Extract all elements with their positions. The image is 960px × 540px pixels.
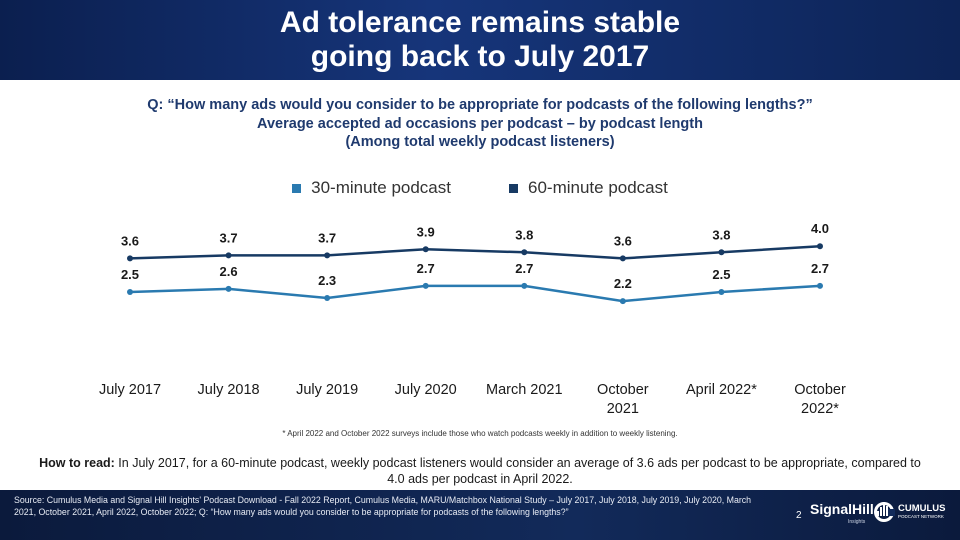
title-banner: Ad tolerance remains stable going back t…	[0, 0, 960, 80]
data-label-s1-7: 4.0	[811, 221, 829, 236]
data-point-s1-1	[225, 252, 232, 259]
data-label-s1-3: 3.9	[417, 224, 435, 239]
page-title-line-2: going back to July 2017	[310, 40, 650, 73]
x-tick-label-4: March 2021	[486, 382, 563, 398]
series-line-1	[129, 244, 821, 260]
x-tick-label-0: July 2017	[99, 382, 161, 398]
data-point-s0-7	[817, 282, 823, 289]
legend-label-30-minute: 30-minute podcast	[311, 178, 451, 197]
data-point-s0-6	[718, 288, 725, 295]
how-to-read-text: In July 2017, for a 60-minute podcast, w…	[114, 456, 921, 486]
chart-legend: 30-minute podcast 60-minute podcast	[0, 178, 960, 198]
survey-footnote: * April 2022 and October 2022 surveys in…	[282, 429, 678, 438]
cumulus-c-icon	[874, 502, 895, 522]
x-tick-label-3: July 2020	[395, 382, 457, 398]
signal-hill-wordmark: SignalHill	[810, 501, 874, 517]
data-label-s0-0: 2.5	[121, 267, 139, 282]
data-label-s0-1: 2.6	[220, 264, 238, 279]
data-point-s1-4	[521, 249, 528, 256]
data-label-s1-6: 3.8	[712, 227, 730, 242]
data-label-s0-7: 2.7	[811, 261, 829, 276]
footer-bar: Source: Cumulus Media and Signal Hill In…	[0, 490, 960, 540]
question-subtitle: Average accepted ad occasions per podcas…	[257, 115, 703, 132]
source-citation: Source: Cumulus Media and Signal Hill In…	[14, 495, 752, 517]
data-label-s0-6: 2.5	[712, 267, 730, 282]
x-tick-label-7: October 2022*	[794, 382, 846, 417]
data-point-s1-3	[422, 246, 429, 253]
data-point-s1-5	[619, 255, 626, 262]
signal-hill-sub: Insights	[848, 519, 866, 525]
data-point-s1-0	[127, 255, 133, 262]
data-point-s0-5	[619, 298, 626, 305]
data-point-s0-3	[422, 282, 429, 289]
question-text: Q: “How many ads would you consider to b…	[147, 97, 813, 113]
data-point-s0-1	[225, 285, 232, 292]
series-line-0	[129, 284, 821, 303]
x-tick-label-5: October 2021	[597, 382, 649, 417]
data-point-s0-4	[521, 282, 528, 289]
data-label-s0-4: 2.7	[515, 261, 533, 276]
data-point-s0-2	[324, 295, 331, 302]
legend-item-30-minute: 30-minute podcast	[292, 178, 451, 198]
x-tick-label-6: April 2022*	[686, 382, 757, 398]
data-label-s1-1: 3.7	[220, 230, 238, 245]
data-label-s1-5: 3.6	[614, 233, 632, 248]
data-label-s1-0: 3.6	[121, 233, 139, 248]
legend-item-60-minute: 60-minute podcast	[509, 178, 668, 198]
data-label-s0-2: 2.3	[318, 273, 336, 288]
cumulus-sub: PODCAST NETWORK	[898, 514, 944, 519]
data-point-s1-7	[817, 243, 823, 250]
data-label-s1-4: 3.8	[515, 227, 533, 242]
data-label-s0-3: 2.7	[417, 261, 435, 276]
data-label-s0-5: 2.2	[614, 276, 632, 291]
line-chart: 2.5 2.6 2.3 2.7 2.7 2.2 2.5 2.7 3.6 3.7 3.7 3.9 3.8 3…	[99, 221, 846, 417]
question-block: Q: “How many ads would you consider to b…	[0, 96, 960, 152]
x-tick-label-2: July 2019	[296, 382, 358, 398]
cumulus-wordmark: CUMULUS	[898, 503, 946, 514]
data-point-s1-6	[718, 249, 725, 256]
legend-swatch-60-minute	[509, 183, 518, 193]
legend-label-60-minute: 60-minute podcast	[528, 178, 668, 197]
data-point-s1-2	[324, 252, 331, 259]
legend-swatch-30-minute	[292, 183, 302, 193]
x-tick-label-1: July 2018	[198, 382, 260, 398]
data-point-s0-0	[127, 288, 133, 295]
how-to-read: How to read: In July 2017, for a 60-minu…	[30, 455, 930, 487]
page-number: 2	[796, 510, 802, 521]
page-title-line-1: Ad tolerance remains stable	[279, 6, 681, 39]
question-base: (Among total weekly podcast listeners)	[345, 134, 615, 150]
how-to-read-label: How to read:	[39, 456, 115, 470]
data-label-s1-2: 3.7	[318, 230, 336, 245]
cumulus-logo: CUMULUS PODCAST NETWORK	[874, 502, 946, 522]
